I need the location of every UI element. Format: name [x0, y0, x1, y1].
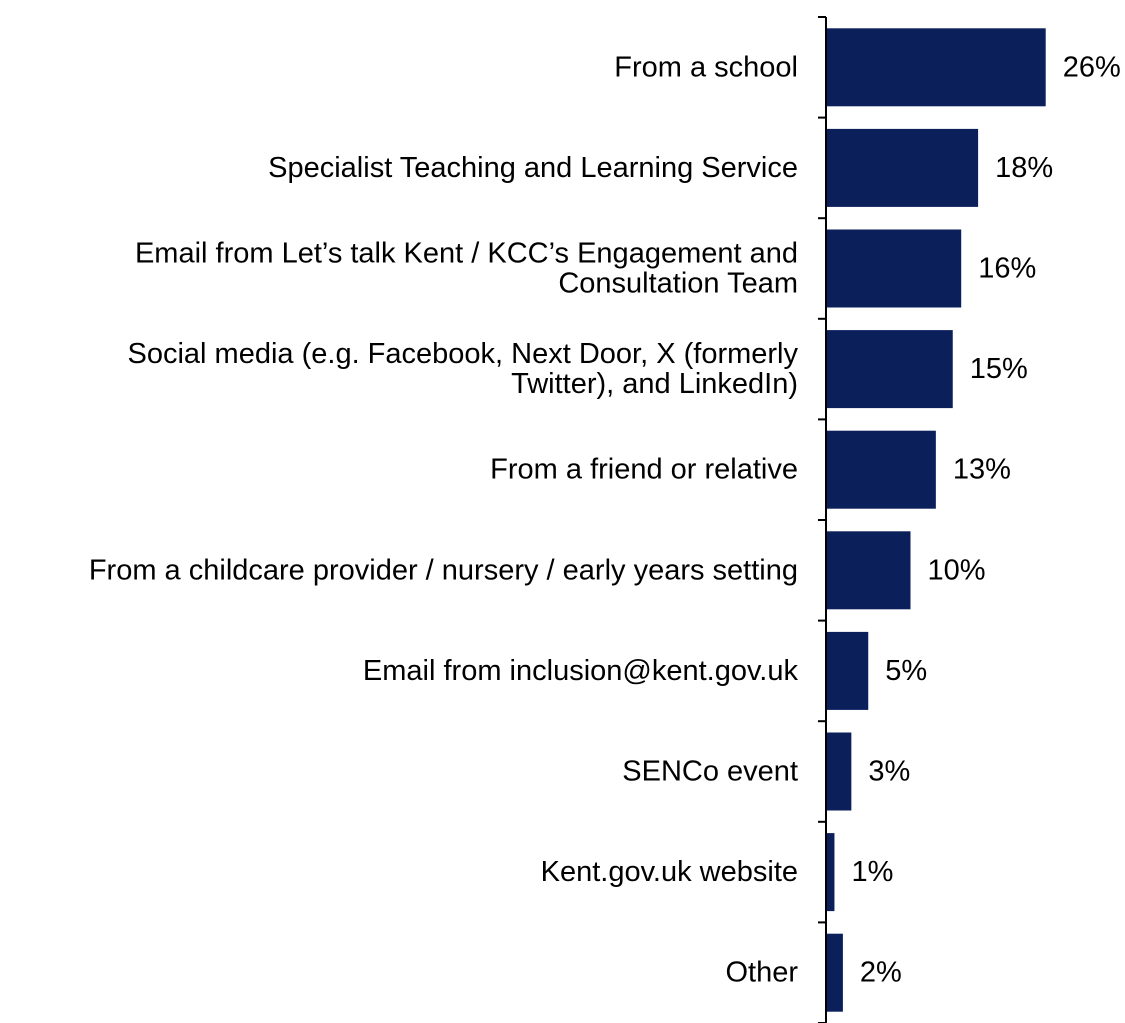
value-label: 3% [868, 756, 910, 788]
value-label: 5% [885, 655, 927, 687]
category-label-line: Email from inclusion@kent.gov.uk [363, 655, 799, 687]
category-label-line: From a childcare provider / nursery / ea… [89, 554, 798, 586]
bar [826, 833, 835, 912]
category-label: Other [725, 957, 798, 989]
category-label: Kent.gov.uk website [541, 856, 798, 888]
value-label: 13% [953, 454, 1011, 486]
category-label-line: Consultation Team [558, 268, 798, 300]
value-label: 18% [995, 152, 1053, 184]
category-label: Social media (e.g. Facebook, Next Door, … [128, 338, 799, 400]
value-label: 15% [970, 353, 1028, 385]
value-label: 16% [978, 253, 1036, 285]
bar [826, 28, 1046, 107]
value-label: 26% [1063, 51, 1121, 83]
bar [826, 732, 852, 811]
category-label-line: Social media (e.g. Facebook, Next Door, … [128, 338, 799, 370]
bar [826, 531, 911, 610]
bar [826, 631, 869, 710]
category-label-line: Specialist Teaching and Learning Service [268, 152, 798, 184]
category-label-line: Other [725, 957, 798, 989]
value-label: 1% [851, 856, 893, 888]
bar [826, 430, 936, 509]
category-label-line: From a school [614, 51, 798, 83]
category-label-line: Email from Let’s talk Kent / KCC’s Engag… [135, 238, 798, 270]
bar [826, 229, 962, 308]
category-label: Specialist Teaching and Learning Service [268, 152, 798, 184]
category-label: From a friend or relative [490, 454, 798, 486]
category-label: SENCo event [622, 756, 798, 788]
value-label: 2% [860, 957, 902, 989]
bar [826, 933, 843, 1012]
category-label-line: Twitter), and LinkedIn) [511, 368, 798, 400]
category-label: Email from inclusion@kent.gov.uk [363, 655, 799, 687]
category-label-line: Kent.gov.uk website [541, 856, 798, 888]
category-label: From a school [614, 51, 798, 83]
category-label: Email from Let’s talk Kent / KCC’s Engag… [135, 238, 798, 300]
category-label-line: From a friend or relative [490, 454, 798, 486]
bar [826, 128, 979, 207]
category-label-line: SENCo event [622, 756, 798, 788]
value-label: 10% [928, 554, 986, 586]
bar [826, 330, 953, 409]
category-label: From a childcare provider / nursery / ea… [89, 554, 798, 586]
